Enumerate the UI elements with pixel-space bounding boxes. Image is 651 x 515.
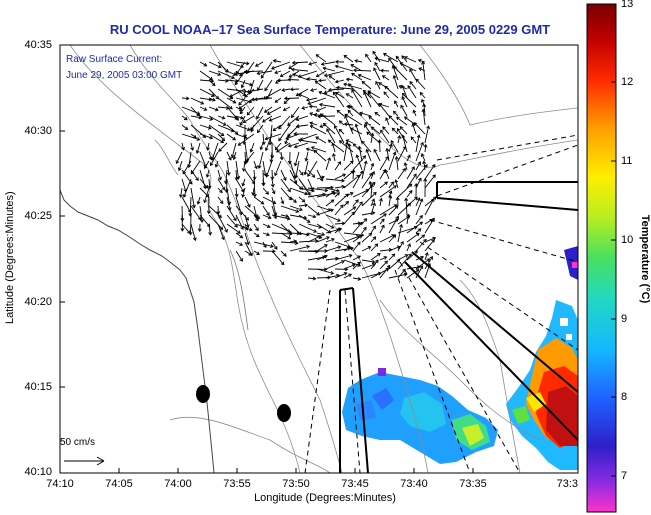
colorbar-tick-label: 7 (621, 470, 628, 482)
x-tick-label: 74:00 (164, 478, 192, 490)
y-tick-label: 40:15 (24, 381, 52, 393)
colorbar-label: Temperature (°C) (639, 214, 651, 304)
x-tick-label: 73:50 (282, 478, 310, 490)
radar-site-marker (196, 385, 210, 403)
radar-beams (304, 134, 578, 473)
y-tick-label: 40:35 (24, 39, 52, 51)
current-legend-line1: Raw Surface Current: (66, 54, 163, 65)
x-tick-label: 73:40 (400, 478, 428, 490)
sst-patch-southeast (506, 246, 578, 470)
scale-arrow-label: 50 cm/s (60, 437, 96, 448)
current-legend-line2: June 29, 2005 03:00 GMT (66, 70, 183, 81)
colorbar-ticks (611, 3, 616, 477)
sst-patch-offshore (342, 368, 498, 464)
scale-arrow (64, 456, 105, 466)
colorbar (586, 3, 617, 513)
x-tick-label: 73:35 (459, 478, 487, 490)
y-tick-label: 40:10 (24, 466, 52, 478)
x-tick-label: 73:55 (223, 478, 251, 490)
colorbar-tick-label: 8 (621, 391, 628, 403)
y-tick-label: 40:25 (24, 210, 52, 222)
y-tick-label: 40:20 (24, 296, 52, 308)
axis-ticks (59, 44, 474, 474)
x-tick-label: 73:3 (556, 478, 578, 490)
colorbar-tick-label: 13 (621, 0, 634, 10)
surface-current-vectors (175, 50, 437, 281)
colorbar-tick-label: 11 (621, 155, 633, 167)
x-tick-label: 74:05 (105, 478, 133, 490)
radar-site-marker (277, 404, 291, 422)
y-axis-label: Latitude (Degrees:Minutes) (4, 191, 16, 324)
colorbar-tick-label: 9 (621, 313, 628, 325)
plot-frame (59, 44, 579, 474)
y-tick-label: 40:30 (24, 125, 52, 137)
bathymetry-contours (69, 45, 578, 473)
map-title: RU COOL NOAA–17 Sea Surface Temperature:… (109, 22, 551, 37)
x-tick-label: 73:45 (341, 478, 369, 490)
x-axis-label: Longitude (Degrees:Minutes) (254, 492, 396, 504)
colorbar-tick-label: 12 (621, 76, 634, 88)
x-tick-label: 74:10 (46, 478, 74, 490)
colorbar-tick-label: 10 (621, 234, 634, 246)
